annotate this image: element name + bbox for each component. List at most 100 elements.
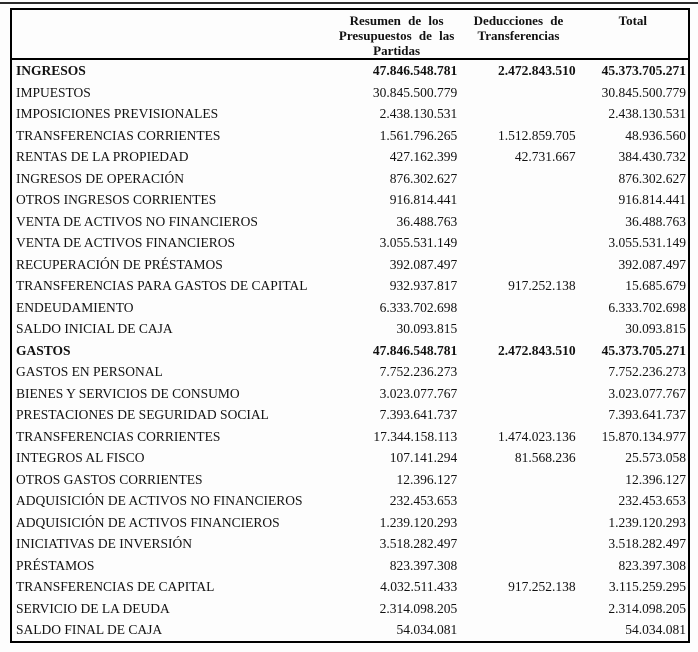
cell-total: 30.093.815: [625, 321, 686, 336]
header-deducciones: Deducciones de Transferencias: [459, 9, 578, 60]
cell-total: 36.488.763: [625, 213, 686, 229]
row-label: TRANSFERENCIAS CORRIENTES: [16, 127, 221, 143]
cell-total: 7.393.641.737: [608, 407, 686, 422]
cell-total: 30.845.500.779: [601, 84, 686, 100]
table-row: IMPOSICIONES PREVISIONALES 2.438.130.531 2…: [11, 103, 689, 125]
table-row: ADQUISICIÓN DE ACTIVOS FINANCIEROS 1.239.…: [11, 512, 689, 534]
cell-deducciones: [459, 361, 577, 383]
cell-resumen: 54.034.081: [396, 622, 458, 637]
cell-deducciones: 2.472.843.510: [498, 63, 576, 78]
cell-resumen: 17.344.158.113: [373, 428, 458, 444]
table-row: SALDO INICIAL DE CAJA 30.093.815 30.093.81…: [11, 318, 689, 340]
row-label: TRANSFERENCIAS CORRIENTES: [16, 428, 221, 444]
cell-resumen: 392.087.497: [389, 256, 458, 272]
cell-deducciones: [459, 383, 577, 405]
cell-total: 15.870.134.977: [601, 428, 686, 444]
cell-resumen: 2.314.098.205: [379, 600, 458, 616]
table-row: TRANSFERENCIAS DE CAPITAL 4.032.511.433 91…: [11, 576, 689, 598]
cell-total: 3.055.531.149: [608, 235, 686, 250]
cell-resumen: 3.055.531.149: [379, 235, 458, 250]
header-row: Resumen de los Presupuestos de las Parti…: [11, 9, 689, 60]
table-row: TRANSFERENCIAS PARA GASTOS DE CAPITAL 932…: [11, 275, 689, 297]
cell-total: 45.373.705.271: [601, 63, 686, 78]
cell-total: 232.453.653: [618, 493, 687, 508]
row-label: TRANSFERENCIAS DE CAPITAL: [16, 579, 215, 594]
cell-deducciones: [459, 82, 577, 104]
header-resumen: Resumen de los Presupuestos de las Parti…: [333, 9, 460, 60]
table-row: INGRESOS DE OPERACIÓN 876.302.627 876.302.…: [11, 168, 689, 190]
row-label: PRÉSTAMOS: [16, 557, 95, 573]
cell-deducciones: 1.512.859.705: [498, 127, 576, 143]
cell-resumen: 1.239.120.293: [379, 514, 458, 530]
table-row: RENTAS DE LA PROPIEDAD 427.162.399 42.731.…: [11, 146, 689, 168]
cell-deducciones: [459, 404, 577, 426]
table-row: IMPUESTOS 30.845.500.779 30.845.500.779: [11, 82, 689, 104]
cell-resumen: 2.438.130.531: [379, 106, 458, 121]
cell-deducciones: [459, 232, 577, 254]
table-row: VENTA DE ACTIVOS FINANCIEROS 3.055.531.14…: [11, 232, 689, 254]
cell-resumen: 3.518.282.497: [379, 536, 458, 551]
table-row: OTROS GASTOS CORRIENTES 12.396.127 12.396.…: [11, 469, 689, 491]
cell-resumen: 427.162.399: [389, 149, 458, 164]
cell-total: 12.396.127: [625, 471, 686, 487]
row-label: INGRESOS DE OPERACIÓN: [16, 170, 185, 186]
row-label: IMPUESTOS: [16, 84, 91, 100]
cell-total: 45.373.705.271: [601, 342, 686, 358]
row-label: INTEGROS AL FISCO: [16, 450, 145, 465]
table-row: RECUPERACIÓN DE PRÉSTAMOS 392.087.497 392.…: [11, 254, 689, 276]
cell-deducciones: [459, 469, 577, 491]
table-row: VENTA DE ACTIVOS NO FINANCIEROS 36.488.76…: [11, 211, 689, 233]
cell-resumen: 30.845.500.779: [372, 84, 458, 100]
cell-resumen: 47.846.548.781: [372, 342, 458, 358]
cell-resumen: 932.937.817: [389, 278, 458, 293]
row-label: GASTOS: [16, 342, 71, 358]
cell-total: 3.115.259.295: [608, 579, 686, 594]
table-row: SALDO FINAL DE CAJA 54.034.081 54.034.081: [11, 619, 689, 642]
cell-deducciones: [459, 211, 577, 233]
row-label: ADQUISICIÓN DE ACTIVOS FINANCIEROS: [16, 514, 280, 530]
table-row: GASTOS EN PERSONAL 7.752.236.273 7.752.236…: [11, 361, 689, 383]
table-header: Resumen de los Presupuestos de las Parti…: [11, 9, 689, 60]
cell-deducciones: 917.252.138: [508, 278, 576, 293]
table-row: SERVICIO DE LA DEUDA 2.314.098.205 2.314.0…: [11, 598, 689, 620]
cell-total: 823.397.308: [618, 557, 687, 573]
header-empty: [11, 9, 334, 60]
row-label: IMPOSICIONES PREVISIONALES: [16, 106, 219, 121]
row-label: INICIATIVAS DE INVERSIÓN: [16, 536, 192, 551]
cell-resumen: 7.393.641.737: [379, 407, 458, 422]
row-label: OTROS INGRESOS CORRIENTES: [16, 192, 217, 207]
cell-resumen: 30.093.815: [396, 321, 458, 336]
cell-deducciones: 2.472.843.510: [498, 342, 576, 358]
cell-total: 6.333.702.698: [608, 299, 686, 315]
top-rule: [0, 2, 698, 4]
cell-total: 876.302.627: [618, 170, 687, 186]
row-label: VENTA DE ACTIVOS NO FINANCIEROS: [16, 213, 258, 229]
cell-total: 1.239.120.293: [608, 514, 686, 530]
row-label: PRESTACIONES DE SEGURIDAD SOCIAL: [16, 407, 269, 422]
cell-total: 916.814.441: [618, 192, 687, 207]
cell-deducciones: [459, 490, 577, 512]
header-deducciones-label: Deducciones de Transferencias: [473, 13, 564, 43]
table-row: BIENES Y SERVICIOS DE CONSUMO 3.023.077.7…: [11, 383, 689, 405]
cell-resumen: 6.333.702.698: [379, 299, 458, 315]
cell-deducciones: [459, 318, 577, 340]
cell-resumen: 7.752.236.273: [379, 364, 458, 379]
row-label: SALDO INICIAL DE CAJA: [16, 321, 173, 336]
cell-deducciones: [459, 297, 577, 319]
cell-total: 3.023.077.767: [608, 385, 686, 401]
cell-resumen: 1.561.796.265: [379, 127, 458, 143]
cell-resumen: 232.453.653: [389, 493, 458, 508]
header-resumen-label: Resumen de los Presupuestos de las Parti…: [338, 13, 455, 58]
row-label: INGRESOS: [16, 63, 86, 78]
cell-deducciones: 1.474.023.136: [498, 428, 576, 444]
row-label: BIENES Y SERVICIOS DE CONSUMO: [16, 385, 240, 401]
cell-resumen: 3.023.077.767: [379, 385, 458, 401]
table-row: PRÉSTAMOS 823.397.308 823.397.308: [11, 555, 689, 577]
table-row: INTEGROS AL FISCO 107.141.294 81.568.236 25…: [11, 447, 689, 469]
cell-total: 15.685.679: [625, 278, 686, 293]
cell-deducciones: 917.252.138: [508, 579, 576, 594]
row-label: RENTAS DE LA PROPIEDAD: [16, 149, 189, 164]
cell-deducciones: [459, 619, 577, 642]
cell-deducciones: [459, 189, 577, 211]
